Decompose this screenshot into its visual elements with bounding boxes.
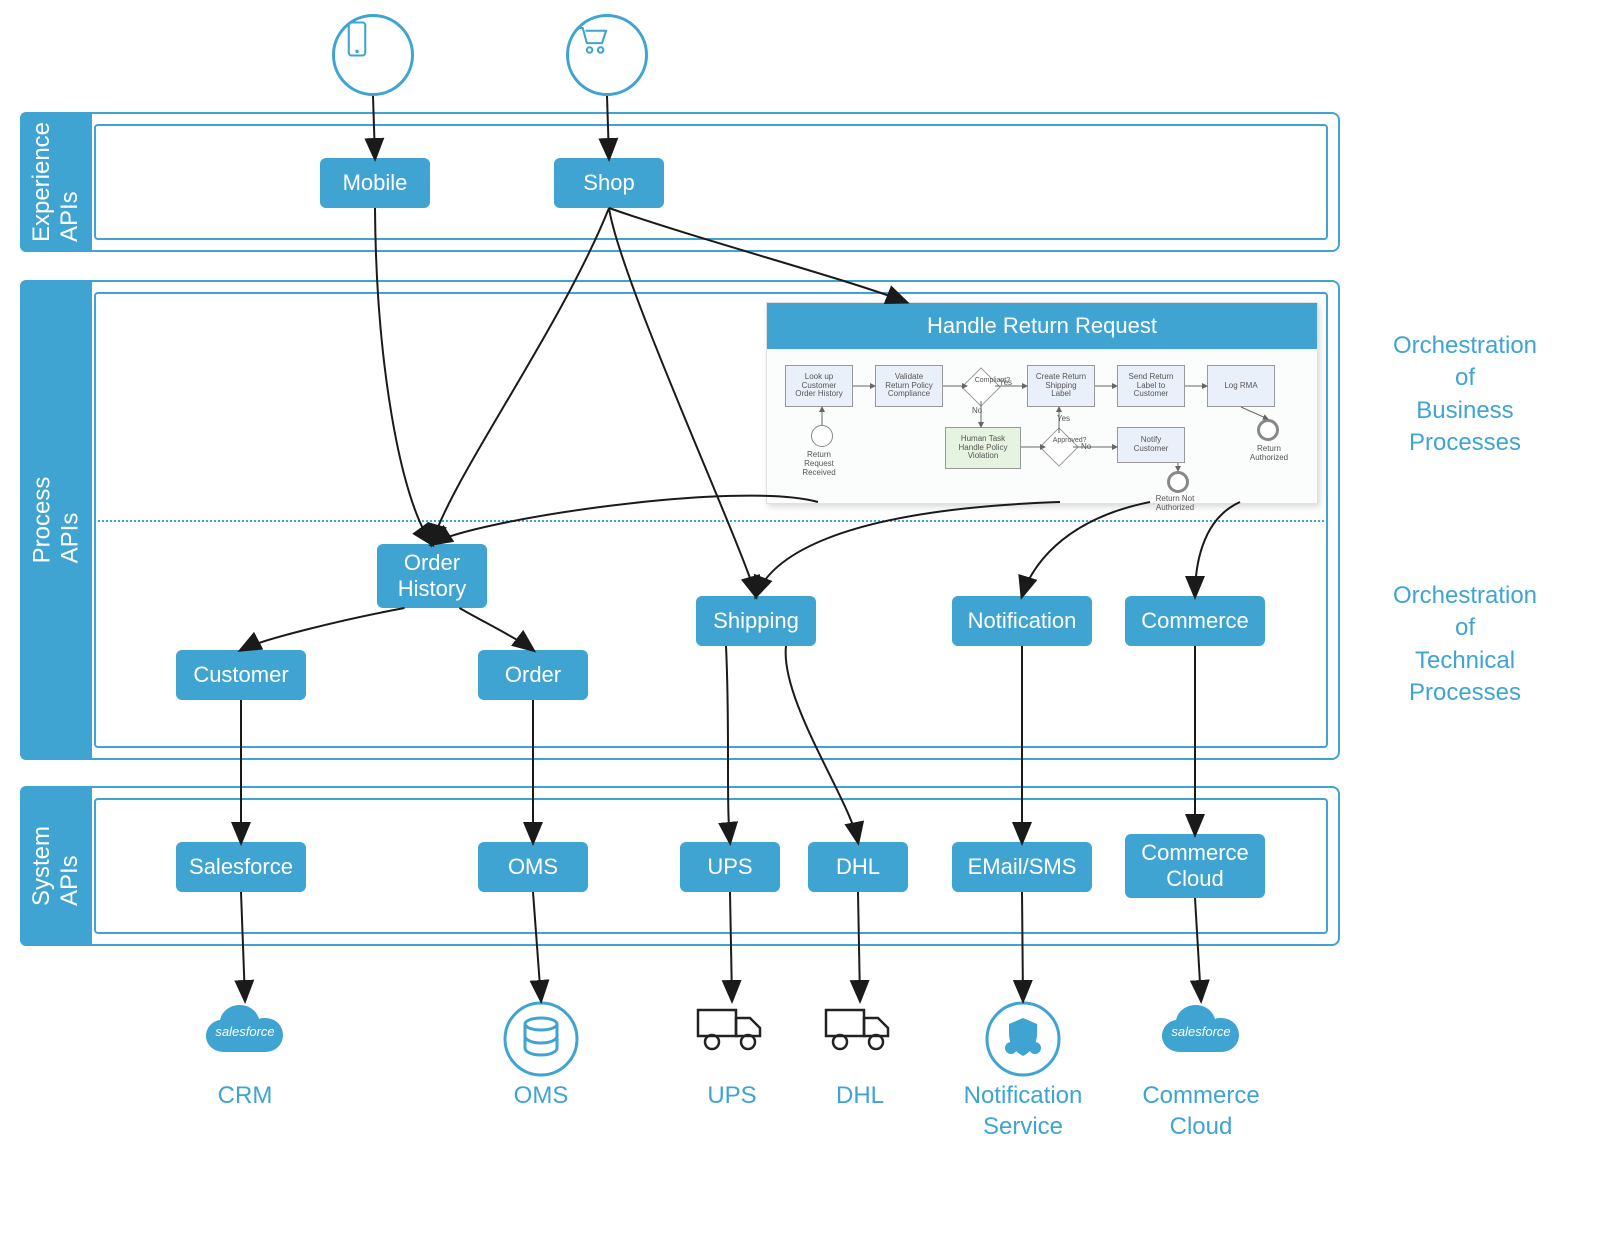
edges-layer [0,0,1600,1240]
api-architecture-diagram: ExperienceAPIsProcessAPIsSystemAPIsOrche… [0,0,1600,1240]
